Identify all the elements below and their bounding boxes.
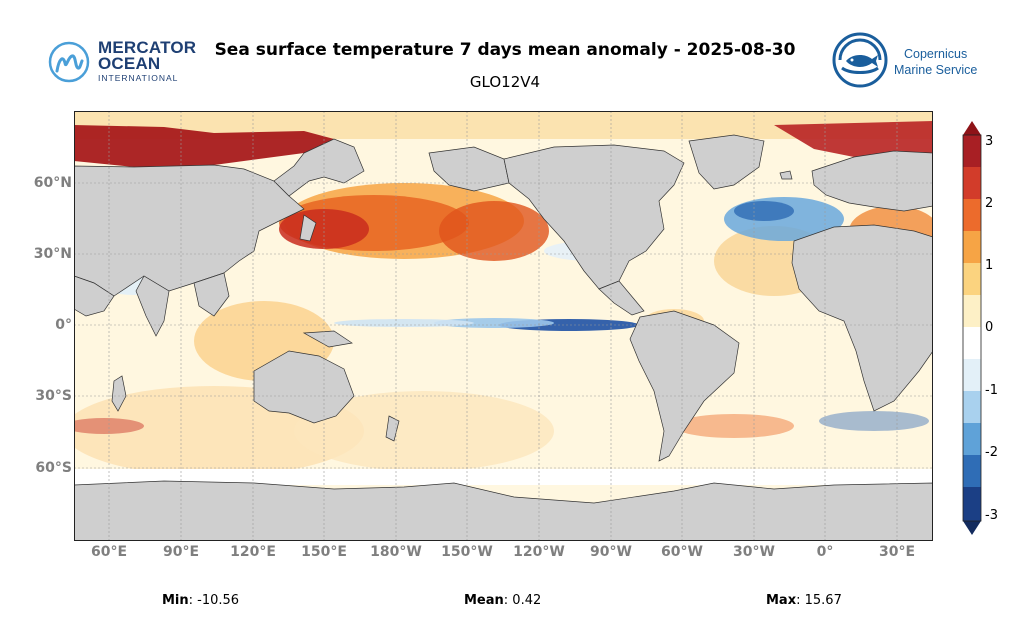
arabia-land — [74, 275, 115, 317]
mercator-logo-icon — [48, 41, 90, 83]
alaska-land — [428, 146, 510, 192]
colorbar-top-arrow — [963, 121, 981, 135]
colorbar-tick-neg2: -2 — [985, 445, 998, 460]
south-pacific-warm — [294, 391, 554, 471]
north-america-land — [503, 144, 685, 290]
sst-anomaly-map — [74, 111, 933, 541]
iceland-land — [779, 170, 793, 180]
mercator-logo-line2: OCEAN — [98, 54, 161, 73]
colorbar — [962, 121, 982, 535]
stat-min-value: -10.56 — [197, 593, 240, 608]
se-asia-land — [193, 272, 230, 317]
colorbar-tick-3: 3 — [985, 134, 994, 149]
gulf-alaska-hot — [439, 201, 549, 261]
new-zealand-land — [385, 415, 400, 442]
lon-label-0: 0° — [816, 544, 834, 560]
lon-label-30e: 30°E — [878, 544, 916, 560]
equatorial-cool — [434, 318, 554, 328]
gulf-stream-cold — [734, 201, 794, 221]
copernicus-logo-icon — [832, 32, 888, 88]
colorbar-tick-neg1: -1 — [985, 383, 998, 398]
copernicus-logo-line1: Copernicus — [904, 47, 968, 61]
map-subtitle: GLO12V4 — [469, 73, 541, 91]
africa-land — [791, 224, 933, 412]
europe-land — [811, 150, 933, 212]
stat-max-label: Max — [766, 593, 797, 608]
stat-max: Max: 15.67 — [766, 593, 842, 608]
copernicus-marine-logo: Copernicus Marine Service — [830, 30, 990, 90]
lon-label-30w: 30°W — [733, 544, 775, 560]
lon-label-90w: 90°W — [590, 544, 632, 560]
lon-label-60w: 60°W — [661, 544, 703, 560]
mercator-ocean-logo: MERCATOR OCEAN INTERNATIONAL — [48, 38, 198, 84]
lat-label-60s: 60°S — [35, 460, 72, 476]
mercator-logo-line3: INTERNATIONAL — [98, 73, 179, 83]
lon-label-60e: 60°E — [90, 544, 128, 560]
lat-label-30n: 30°N — [33, 246, 72, 262]
map-frame — [74, 111, 933, 541]
colorbar-tick-2: 2 — [985, 196, 994, 211]
japan-land — [299, 214, 317, 242]
gridlines — [74, 111, 933, 541]
greenland-land — [688, 134, 765, 190]
lon-label-150w: 150°W — [441, 544, 493, 560]
lon-label-180w: 180°W — [370, 544, 422, 560]
south-atlantic-mixed — [674, 414, 794, 438]
colorbar-tick-1: 1 — [985, 258, 994, 273]
stat-min: Min: -10.56 — [162, 593, 240, 608]
madagascar-land — [111, 375, 127, 412]
land-masses — [74, 134, 933, 541]
lon-label-120w: 120°W — [513, 544, 565, 560]
map-title: Sea surface temperature 7 days mean anom… — [214, 40, 796, 60]
southern-ocean-neutral — [74, 469, 933, 485]
colorbar-bottom-arrow — [963, 521, 981, 535]
lon-label-90e: 90°E — [162, 544, 200, 560]
colorbar-tick-0: 0 — [985, 320, 994, 335]
lon-label-120e: 120°E — [230, 544, 276, 560]
arctic-hot-west — [74, 125, 334, 167]
colorbar-tick-neg3: -3 — [985, 508, 998, 523]
stat-max-value: 15.67 — [804, 593, 842, 608]
agulhas-mixed — [819, 411, 929, 431]
india-land — [135, 275, 170, 337]
central-america-land — [598, 280, 645, 316]
south-america-land — [629, 310, 740, 462]
australia-land — [253, 350, 355, 424]
mercator-logo-line1: MERCATOR — [98, 38, 197, 57]
antarctica-land — [74, 480, 933, 541]
stat-mean: Mean: 0.42 — [464, 593, 542, 608]
stat-mean-label: Mean — [464, 593, 504, 608]
west-pacific-cool — [334, 319, 474, 327]
south-indian-mixed — [74, 418, 144, 434]
stat-mean-value: 0.42 — [512, 593, 542, 608]
lat-label-30s: 30°S — [35, 388, 72, 404]
stat-min-label: Min — [162, 593, 189, 608]
copernicus-logo-line2: Marine Service — [894, 63, 978, 77]
lon-label-150e: 150°E — [301, 544, 347, 560]
lat-label-0: 0° — [55, 317, 72, 333]
lat-label-60n: 60°N — [33, 175, 72, 191]
